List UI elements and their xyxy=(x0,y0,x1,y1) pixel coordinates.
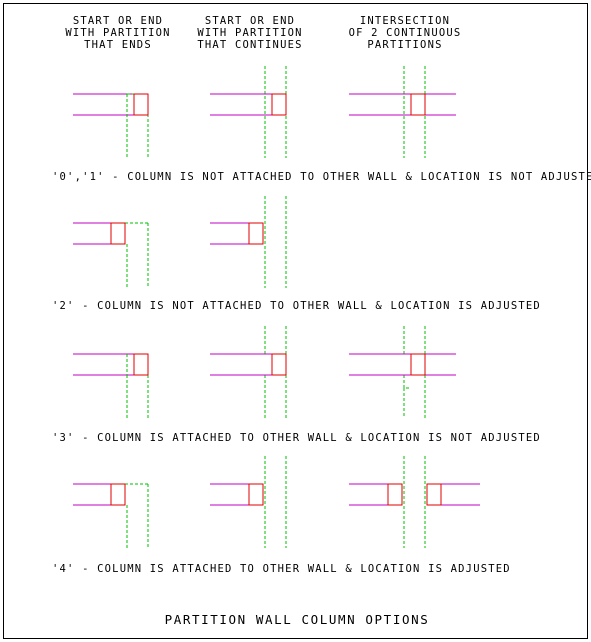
column xyxy=(110,222,126,245)
detail-01-ends xyxy=(73,93,149,157)
detail-01-continues xyxy=(210,66,287,158)
header-ends-line-3: THAT ENDS xyxy=(84,39,152,51)
column xyxy=(248,222,264,245)
header-continues: START OR END WITH PARTITION THAT CONTINU… xyxy=(197,15,302,51)
detail-4-continues xyxy=(210,456,287,548)
detail-4-intersection xyxy=(349,456,480,548)
column xyxy=(410,353,426,376)
caption-option-3: '3' - COLUMN IS ATTACHED TO OTHER WALL &… xyxy=(52,432,541,444)
header-continues-line-3: THAT CONTINUES xyxy=(197,39,302,51)
detail-3-ends xyxy=(73,353,149,418)
drawing-border xyxy=(3,3,588,639)
row-option-3: '3' - COLUMN IS ATTACHED TO OTHER WALL &… xyxy=(52,326,541,444)
row-option-4: '4' - COLUMN IS ATTACHED TO OTHER WALL &… xyxy=(52,456,511,575)
detail-3-continues xyxy=(210,326,287,418)
header-continues-line-2: WITH PARTITION xyxy=(197,27,302,39)
header-intersection-line-3: PARTITIONS xyxy=(367,39,442,51)
column xyxy=(426,483,442,506)
column xyxy=(133,353,149,376)
detail-2-ends xyxy=(73,222,149,288)
detail-4-ends xyxy=(73,483,149,548)
row-option-01: '0','1' - COLUMN IS NOT ATTACHED TO OTHE… xyxy=(52,66,591,183)
header-intersection-line-2: OF 2 CONTINUOUS xyxy=(349,27,462,39)
row-option-2: '2' - COLUMN IS NOT ATTACHED TO OTHER WA… xyxy=(52,196,541,312)
drawing-title: PARTITION WALL COLUMN OPTIONS xyxy=(165,612,430,627)
caption-option-4: '4' - COLUMN IS ATTACHED TO OTHER WALL &… xyxy=(52,563,511,575)
column xyxy=(410,93,426,116)
column xyxy=(271,353,287,376)
header-intersection: INTERSECTION OF 2 CONTINUOUS PARTITIONS xyxy=(349,15,462,51)
column xyxy=(271,93,287,116)
detail-3-intersection xyxy=(349,326,456,418)
detail-01-intersection xyxy=(349,66,456,158)
caption-option-2: '2' - COLUMN IS NOT ATTACHED TO OTHER WA… xyxy=(52,300,541,312)
detail-2-continues xyxy=(210,196,287,288)
header-ends-line-1: START OR END xyxy=(73,15,163,27)
caption-option-01: '0','1' - COLUMN IS NOT ATTACHED TO OTHE… xyxy=(52,171,591,183)
column xyxy=(387,483,403,506)
partition-line xyxy=(403,375,411,389)
partition-line xyxy=(210,326,266,355)
header-ends-line-2: WITH PARTITION xyxy=(65,27,170,39)
header-intersection-line-1: INTERSECTION xyxy=(360,15,450,27)
header-continues-line-1: START OR END xyxy=(205,15,295,27)
column xyxy=(133,93,149,116)
column xyxy=(248,483,264,506)
header-ends: START OR END WITH PARTITION THAT ENDS xyxy=(65,15,170,51)
column xyxy=(110,483,126,506)
